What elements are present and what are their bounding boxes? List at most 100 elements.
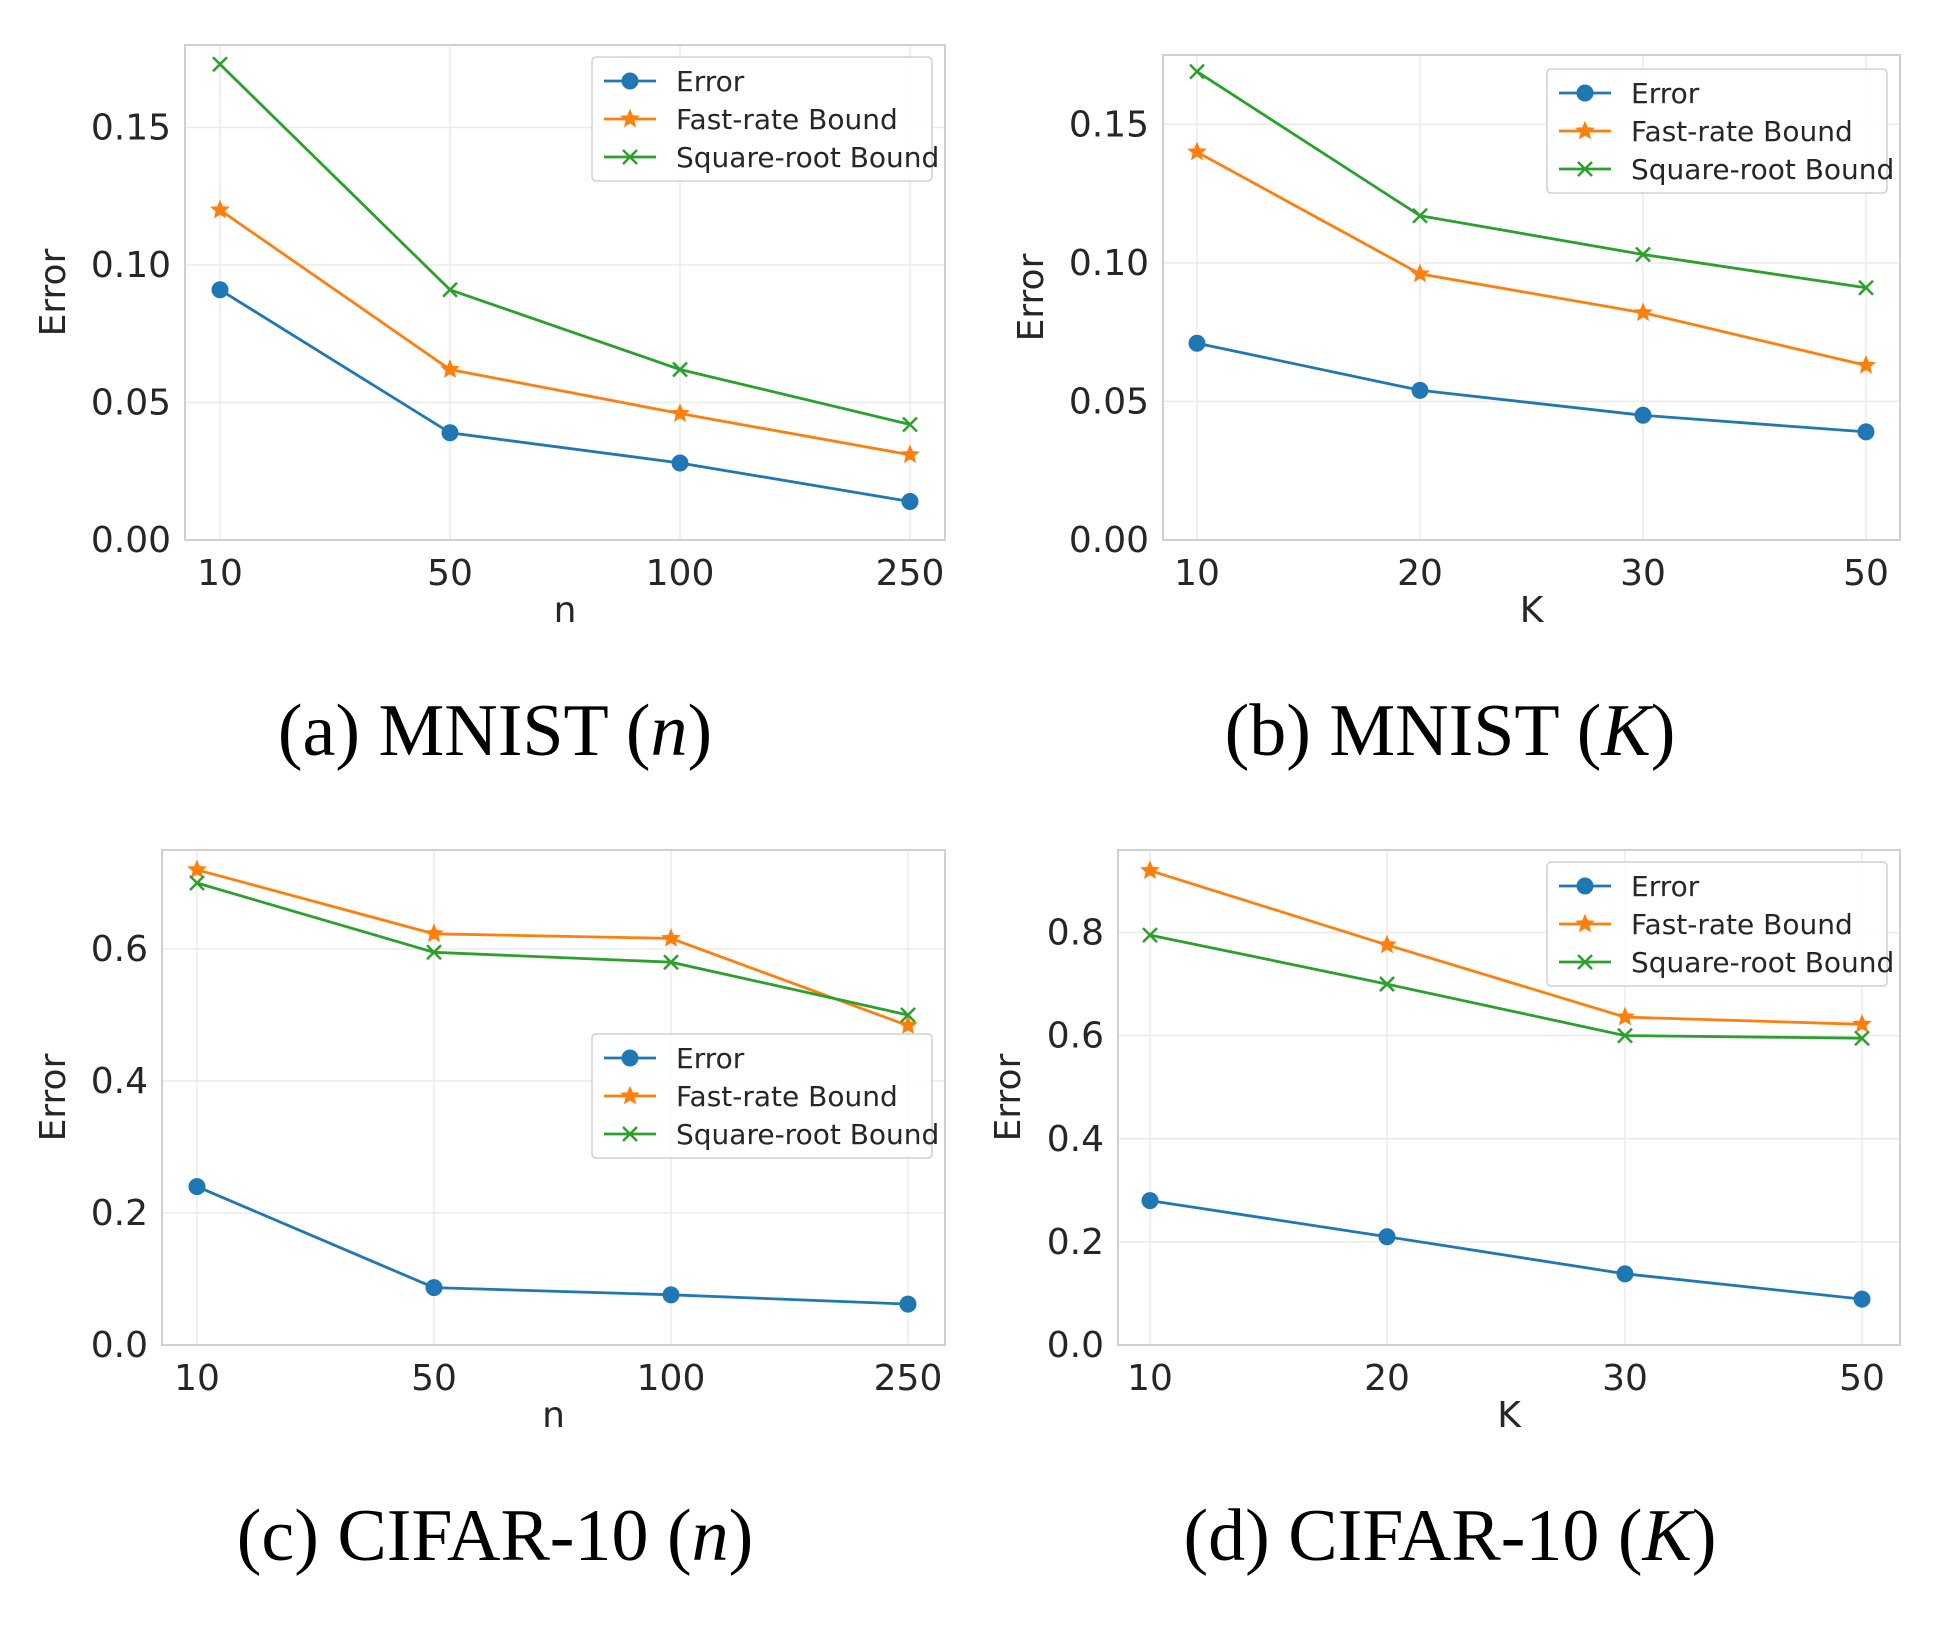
y-tick-label: 0.2 [1047,1222,1104,1263]
series-line-fast-rate-bound [1149,869,1863,1026]
legend-marker-error [621,72,639,90]
panel-caption: (c) CIFAR-10 (n) [237,1495,754,1577]
point-error [441,424,459,442]
legend: Error Fast-rate Bound Square-root Bound [1546,861,1894,987]
legend-marker-fast-rate-bound [620,1085,640,1105]
y-tick-label: 0.00 [1069,520,1149,561]
point-error [901,493,919,510]
legend-marker-error [1576,84,1594,102]
y-axis-label: Error [33,1053,74,1141]
series-line-error [196,1185,909,1306]
y-tick-label: 0.8 [1047,913,1104,954]
caption-suffix: ) [1651,690,1676,772]
caption-variable: n [692,1495,729,1577]
y-tick-label: 0.05 [91,383,171,424]
x-axis-label: K [1497,1395,1522,1436]
point-fast-rate-bound [1856,355,1876,374]
x-tick-label: 30 [1602,1358,1648,1399]
legend-marker-square-root-bound [622,149,638,165]
point-square-root-bound [902,416,918,433]
caption-suffix: ) [688,690,713,772]
legend: Error Fast-rate Bound Square-root Bound [591,56,939,182]
point-fast-rate-bound [661,928,681,947]
x-tick-label: 10 [1127,1358,1173,1399]
y-tick-label: 0.00 [91,520,171,561]
point-fast-rate-bound [1377,934,1397,954]
y-tick-label: 0.15 [91,108,171,149]
point-error [1411,381,1429,399]
x-tick-label: 250 [876,553,945,594]
point-fast-rate-bound [424,923,444,943]
series-line-fast-rate-bound [196,868,909,1027]
series-line-error [1196,341,1867,434]
point-fast-rate-bound [1140,860,1160,879]
legend-label-error: Error [1631,870,1700,903]
legend-label-error: Error [1631,77,1700,110]
series-line-fast-rate-bound [219,208,911,457]
x-tick-label: 30 [1620,553,1666,594]
x-tick-label: 50 [411,1358,457,1399]
point-fast-rate-bound [210,199,230,219]
panel-c-cifar10-n: 0.0 0.2 0.4 0.6 10 50 100 250 n Error Error Fast-ra… [33,849,946,1577]
legend-label-fast-rate-bound: Fast-rate Bound [676,103,898,136]
plot-frame [184,44,946,541]
legend-marker-error [1576,877,1594,895]
caption-variable: K [1600,690,1654,772]
point-fast-rate-bound [1615,1006,1635,1026]
legend-label-fast-rate-bound: Fast-rate Bound [676,1080,898,1113]
series-line-fast-rate-bound [1196,150,1867,367]
caption-prefix: (b) MNIST ( [1225,690,1602,772]
caption-prefix: (d) CIFAR-10 ( [1183,1495,1642,1577]
legend-marker-square-root-bound [1577,954,1593,970]
point-fast-rate-bound [1852,1014,1872,1033]
point-square-root-bound [189,875,205,891]
x-tick-label: 20 [1397,553,1443,594]
point-square-root-bound [1635,246,1651,263]
y-tick-label: 0.0 [91,1325,148,1366]
x-axis-label: K [1520,590,1545,631]
plot-frame [1117,849,1901,1346]
x-tick-label: 100 [646,553,715,594]
x-axis-label: n [554,590,577,631]
y-tick-label: 0.2 [91,1193,148,1234]
y-tick-label: 0.15 [1069,104,1149,145]
x-axis-label: n [542,1395,565,1436]
legend-marker-fast-rate-bound [1575,120,1595,140]
point-error [188,1178,206,1196]
point-square-root-bound [1379,976,1395,992]
legend: Error Fast-rate Bound Square-root Bound [1546,68,1894,194]
point-error [1853,1290,1871,1308]
y-tick-label: 0.10 [1069,243,1149,284]
legend-marker-error [621,1049,639,1067]
legend-label-error: Error [676,65,745,98]
y-axis-label: Error [1011,253,1052,341]
point-square-root-bound [442,281,458,298]
point-error [899,1295,917,1313]
y-tick-label: 0.0 [1047,1325,1104,1366]
x-tick-label: 50 [427,553,473,594]
legend-label-square-root-bound: Square-root Bound [1631,153,1894,186]
legend-box [1546,68,1888,194]
legend-label-square-root-bound: Square-root Bound [1631,946,1894,979]
point-square-root-bound [1858,279,1874,296]
y-tick-label: 0.10 [91,245,171,286]
series-line-error [219,288,911,503]
y-tick-label: 0.05 [1069,381,1149,422]
series-line-error [1149,1199,1863,1301]
point-error [1634,406,1652,424]
point-error [662,1286,680,1304]
plot-frame [161,849,946,1346]
y-tick-label: 0.4 [1047,1119,1104,1160]
point-square-root-bound [900,1007,916,1023]
legend-label-fast-rate-bound: Fast-rate Bound [1631,908,1853,941]
point-fast-rate-bound [670,403,690,422]
x-tick-label: 50 [1839,1358,1885,1399]
panel-caption: (d) CIFAR-10 (K) [1183,1495,1716,1577]
panel-b-mnist-k: 0.00 0.05 0.10 0.15 10 20 30 50 K Error Error Fast-… [1011,54,1901,772]
caption-variable: n [651,690,688,772]
point-square-root-bound [426,944,442,961]
x-tick-label: 100 [637,1358,706,1399]
point-error [1857,423,1875,441]
legend-marker-fast-rate-bound [1575,913,1595,933]
